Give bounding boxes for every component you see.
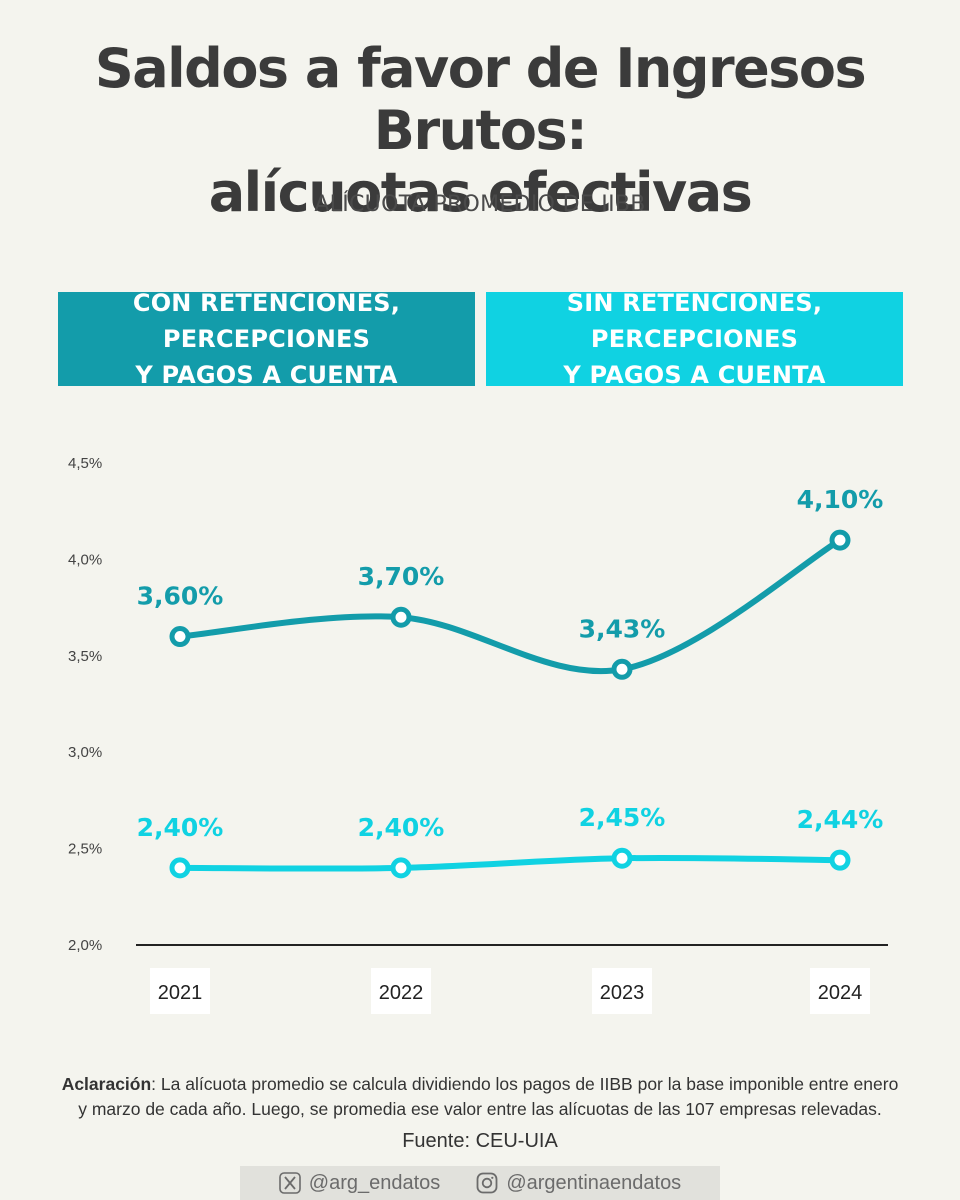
- title-line-1: Saldos a favor de Ingresos Brutos:: [94, 37, 867, 162]
- x-tick-label: 2023: [600, 982, 645, 1004]
- data-label-con: 3,43%: [579, 614, 666, 643]
- footer: @arg_endatos @argentinaendatos: [240, 1166, 720, 1200]
- source: Fuente: CEU-UIA: [402, 1130, 558, 1152]
- note: Aclaración: La alícuota promedio se calc…: [40, 1072, 920, 1122]
- series-line-con: [177, 537, 843, 674]
- legend-sin: SIN RETENCIONES, PERCEPCIONES Y PAGOS A …: [486, 289, 903, 389]
- year-label-box: [592, 968, 652, 1014]
- data-label-sin: 2,40%: [137, 813, 224, 842]
- data-point-con: [829, 529, 851, 551]
- line-chart: 2,0% 2,5% 3,0% 3,5% 4,0% 4,5% 2021 2022 2023 2024…: [68, 455, 888, 1014]
- x-tick-label: 2021: [158, 982, 203, 1004]
- y-tick-label: 4,5%: [68, 455, 102, 472]
- x-twitter-icon: [278, 1172, 301, 1194]
- legend-con-line-2: Y PAGOS A CUENTA: [135, 361, 398, 389]
- legend-sin-line-2: Y PAGOS A CUENTA: [563, 361, 826, 389]
- y-tick-label: 2,5%: [68, 841, 102, 858]
- data-label-sin: 2,45%: [579, 803, 666, 832]
- data-label-sin: 2,40%: [358, 813, 445, 842]
- data-point-con: [611, 658, 633, 680]
- instagram-handle-text: @argentinaendatos: [506, 1171, 682, 1194]
- legend-sin-line-1: SIN RETENCIONES, PERCEPCIONES: [566, 289, 823, 353]
- note-label: Aclaración: [61, 1074, 152, 1094]
- legend-con-line-1: CON RETENCIONES, PERCEPCIONES: [132, 289, 401, 353]
- data-point-sin: [611, 847, 633, 869]
- instagram-icon: [476, 1172, 498, 1194]
- y-tick-label: 4,0%: [68, 551, 102, 568]
- x-handle[interactable]: @arg_endatos: [278, 1171, 441, 1195]
- x-tick-label: 2022: [379, 982, 424, 1004]
- data-label-con: 3,70%: [358, 562, 445, 591]
- year-label-box: [810, 968, 870, 1014]
- chart-subtitle: ALÍCUOTA PROMEDIO DE IIBB: [314, 192, 646, 217]
- data-label-con: 4,10%: [797, 485, 884, 514]
- legend-con: CON RETENCIONES, PERCEPCIONES Y PAGOS A …: [58, 289, 475, 389]
- y-tick-label: 3,5%: [68, 648, 102, 665]
- data-point-sin: [390, 857, 412, 879]
- note-text-line-1: : La alícuota promedio se calcula dividi…: [151, 1074, 899, 1094]
- y-tick-label: 3,0%: [68, 744, 102, 761]
- title-line-2: alícuotas efectivas: [208, 161, 753, 224]
- note-text-line-2: y marzo de cada año. Luego, se promedia …: [78, 1099, 882, 1119]
- year-label-box: [371, 968, 431, 1014]
- data-label-con: 3,60%: [137, 582, 224, 611]
- data-point-sin: [169, 857, 191, 879]
- data-point-con: [169, 626, 191, 648]
- year-label-box: [150, 968, 210, 1014]
- x-tick-label: 2024: [818, 982, 863, 1004]
- data-point-con: [390, 606, 412, 628]
- y-tick-label: 2,0%: [68, 937, 102, 954]
- x-handle-text: @arg_endatos: [308, 1171, 441, 1194]
- series-line-sin: [177, 854, 843, 872]
- data-label-sin: 2,44%: [797, 805, 884, 834]
- chart-title: Saldos a favor de Ingresos Brutos: alícu…: [0, 38, 960, 224]
- instagram-handle[interactable]: @argentinaendatos: [476, 1172, 681, 1195]
- data-point-sin: [829, 849, 851, 871]
